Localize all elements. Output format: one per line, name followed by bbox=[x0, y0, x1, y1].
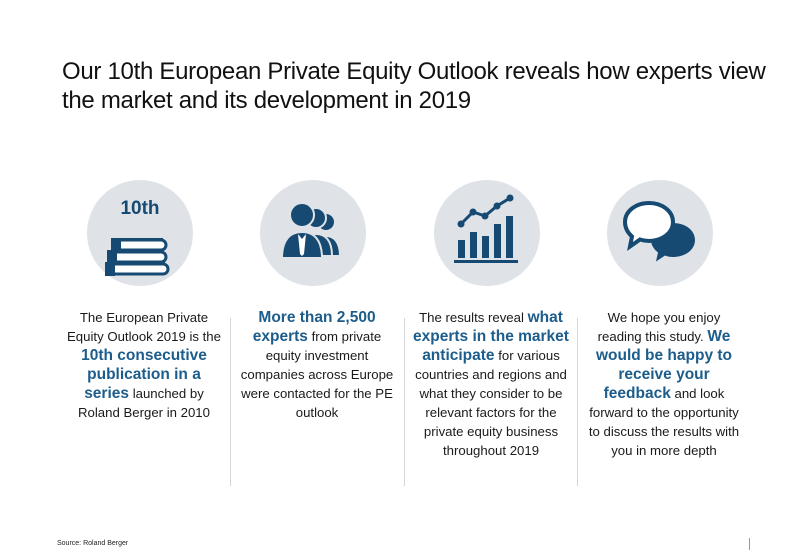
icon-circle: 10th bbox=[87, 180, 193, 286]
page-marker bbox=[749, 538, 750, 550]
column-divider bbox=[577, 318, 578, 486]
experts-highlight: More than 2,500 experts bbox=[252, 309, 376, 345]
info-column-results: The results reveal what experts in the m… bbox=[411, 180, 571, 490]
info-column-publication: 10th The European Private Equity Outlook… bbox=[64, 180, 224, 490]
feedback-outro: and look forward to the opportunity to d… bbox=[588, 386, 740, 458]
results-outro: for various countries and regions and wh… bbox=[415, 348, 567, 458]
info-column-experts: More than 2,500 experts from private equ… bbox=[237, 180, 397, 490]
publication-highlight: 10th consecutive publication in a series bbox=[81, 347, 207, 402]
feedback-text: We hope you enjoy reading this study. We… bbox=[584, 308, 744, 460]
people-icon bbox=[280, 202, 342, 259]
icon-circle bbox=[607, 180, 713, 286]
column-divider bbox=[404, 318, 405, 486]
bar-chart-trend-icon bbox=[454, 194, 518, 263]
icon-circle bbox=[434, 180, 540, 286]
results-intro: The results reveal bbox=[419, 310, 524, 325]
experts-outro: from private equity investment companies… bbox=[240, 329, 394, 420]
feedback-intro: We hope you enjoy reading this study. bbox=[597, 310, 721, 344]
publication-intro: The European Private Equity Outlook 2019… bbox=[67, 310, 221, 344]
chat-bubbles-icon bbox=[622, 200, 695, 262]
info-column-feedback: We hope you enjoy reading this study. We… bbox=[584, 180, 744, 490]
feedback-highlight: We would be happy to receive your feedba… bbox=[595, 328, 733, 402]
icon-circle bbox=[260, 180, 366, 286]
books-icon bbox=[105, 238, 170, 276]
publication-outro: launched by Roland Berger in 2010 bbox=[78, 386, 210, 420]
publication-text: The European Private Equity Outlook 2019… bbox=[64, 308, 224, 422]
source-note: Source: Roland Berger bbox=[57, 540, 129, 547]
experts-text: More than 2,500 experts from private equ… bbox=[237, 308, 397, 422]
column-divider bbox=[230, 318, 231, 486]
results-highlight: what experts in the market anticipate bbox=[413, 309, 569, 364]
edition-badge: 10th bbox=[120, 198, 160, 219]
results-text: The results reveal what experts in the m… bbox=[411, 308, 571, 460]
page-title: Our 10th European Private Equity Outlook… bbox=[62, 58, 766, 114]
